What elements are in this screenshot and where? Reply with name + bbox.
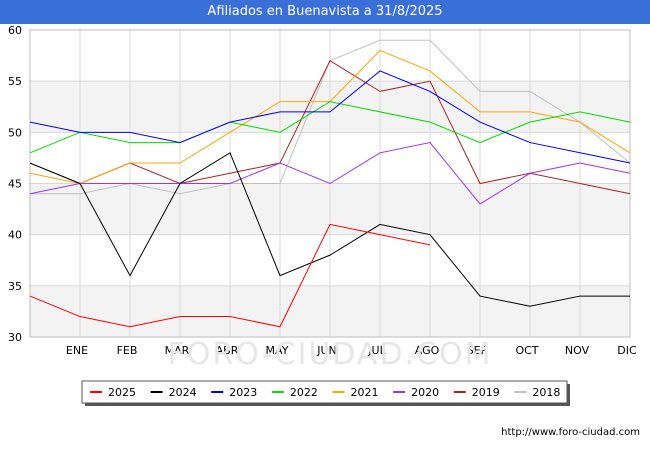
y-tick-label: 50 [8, 126, 22, 139]
legend-box [81, 380, 568, 404]
watermark: FORO-CIUDAD.COM [168, 337, 493, 372]
x-tick-label: DIC [617, 344, 637, 357]
x-tick-label: ABR [216, 344, 239, 357]
y-tick-label: 40 [8, 229, 22, 242]
legend-label-2023: 2023 [229, 386, 257, 399]
chart-title: Afiliados en Buenavista a 31/8/2025 [0, 0, 650, 24]
legend-label-2018: 2018 [532, 386, 560, 399]
x-tick-label: SEP [467, 344, 488, 357]
y-tick-label: 55 [8, 75, 22, 88]
x-tick-label: FEB [117, 344, 138, 357]
y-tick-label: 30 [8, 331, 22, 344]
legend-label-2025: 2025 [108, 386, 136, 399]
plot-frame [29, 29, 631, 338]
y-tick-label: 45 [8, 178, 22, 191]
series-line-2020 [29, 142, 631, 205]
legend-label-2021: 2021 [351, 386, 379, 399]
series-line-2025 [29, 223, 431, 328]
legend-label-2022: 2022 [290, 386, 318, 399]
x-tick-label: OCT [515, 344, 538, 357]
x-tick-label: AGO [415, 344, 440, 357]
x-tick-label: NOV [565, 344, 590, 357]
y-tick-label: 35 [8, 280, 22, 293]
series-line-2023 [29, 70, 631, 164]
y-tick-label: 60 [8, 24, 22, 37]
source-url: http://www.foro-ciudad.com [501, 427, 640, 438]
x-tick-label: JUL [367, 344, 386, 357]
legend-label-2020: 2020 [411, 386, 439, 399]
series-line-2022 [29, 101, 631, 154]
legend-label-2024: 2024 [169, 386, 197, 399]
line-chart: 30 35 40 45 50 55 60 ENE FEB MAR ABR MAY JUN JUL AGO SE… [8, 24, 637, 406]
legend-label-2019: 2019 [472, 386, 500, 399]
x-tick-label: JUN [316, 344, 337, 357]
x-tick-label: MAR [165, 344, 190, 357]
x-tick-label: MAY [266, 344, 289, 357]
series-line-2024 [29, 152, 630, 307]
x-tick-label: ENE [66, 344, 88, 357]
